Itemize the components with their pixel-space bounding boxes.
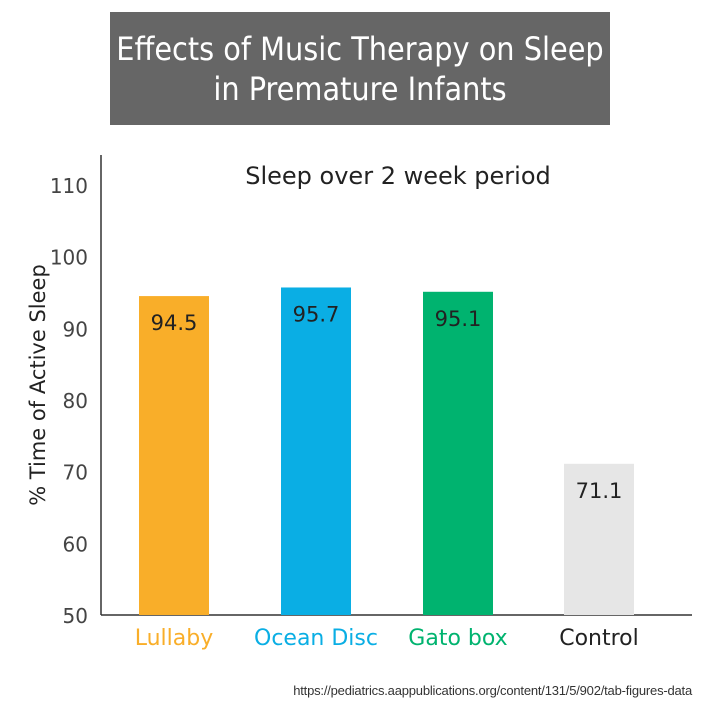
y-tick-label: 80 bbox=[63, 389, 88, 413]
x-tick-label: Lullaby bbox=[135, 626, 214, 651]
bar bbox=[139, 296, 209, 615]
data-label: 95.7 bbox=[293, 302, 340, 326]
data-label: 71.1 bbox=[576, 479, 623, 503]
bar bbox=[281, 287, 351, 615]
data-label: 95.1 bbox=[435, 307, 482, 331]
y-tick-label: 110 bbox=[50, 174, 88, 198]
x-tick-label: Control bbox=[559, 626, 639, 651]
bar bbox=[564, 463, 634, 615]
x-tick-label: Ocean Disc bbox=[254, 626, 378, 651]
y-tick-label: 50 bbox=[63, 604, 88, 628]
y-tick-label: 70 bbox=[63, 461, 88, 485]
title-line-2: in Premature Infants bbox=[213, 69, 507, 108]
title-banner: Effects of Music Therapy on Sleep in Pre… bbox=[110, 12, 610, 125]
chart-title: Sleep over 2 week period bbox=[245, 162, 550, 190]
y-tick-label: 60 bbox=[63, 532, 88, 556]
title-line-1: Effects of Music Therapy on Sleep bbox=[116, 29, 604, 68]
y-axis-label: % Time of Active Sleep bbox=[26, 264, 50, 506]
x-tick-label: Gato box bbox=[408, 626, 507, 651]
source-url: https://pediatrics.aappublications.org/c… bbox=[293, 683, 692, 698]
y-tick-label: 90 bbox=[63, 317, 88, 341]
y-tick-label: 100 bbox=[50, 246, 88, 270]
bar bbox=[423, 291, 493, 615]
data-label: 94.5 bbox=[151, 311, 198, 335]
